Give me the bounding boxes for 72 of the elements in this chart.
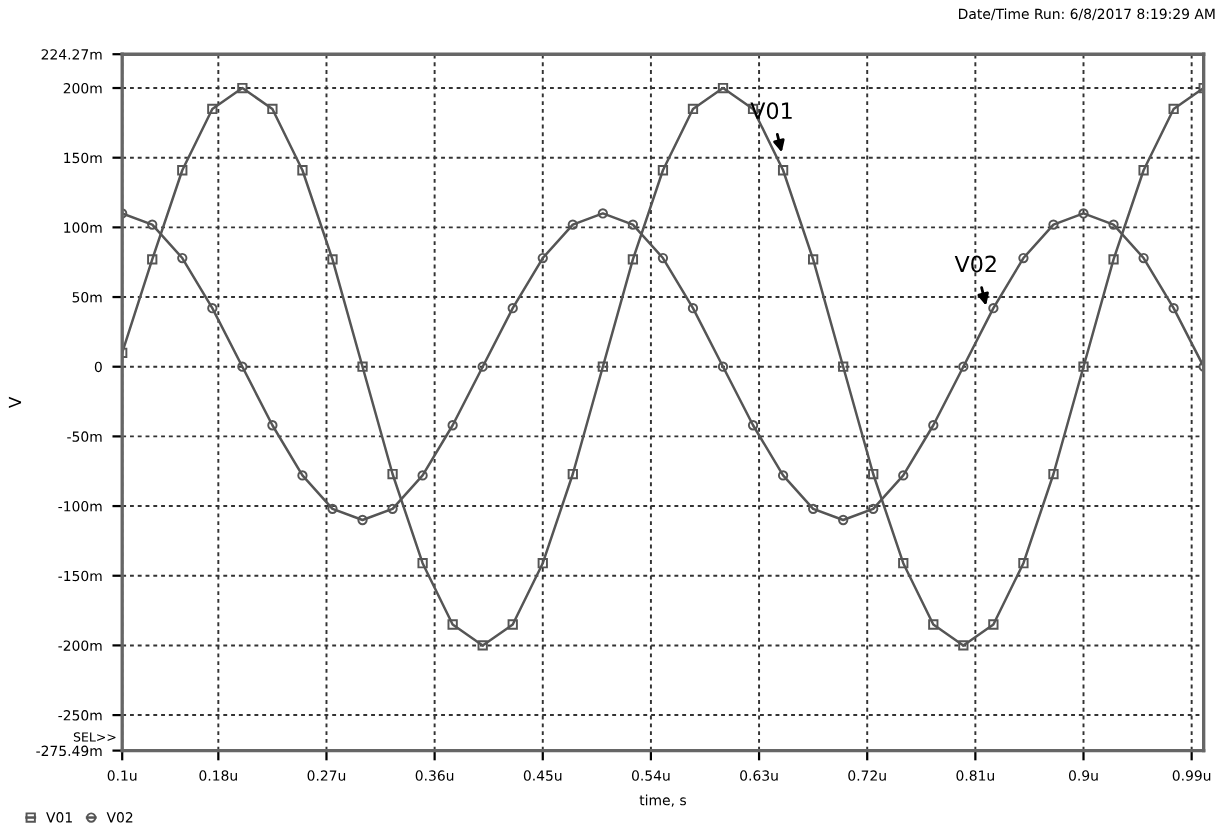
point	[357, 514, 368, 526]
point	[177, 165, 188, 176]
point	[928, 420, 939, 431]
point	[387, 503, 398, 514]
point	[838, 361, 849, 372]
point	[1108, 219, 1119, 230]
point	[147, 219, 158, 230]
point	[297, 470, 308, 481]
point	[838, 514, 849, 526]
point	[808, 254, 819, 265]
point	[1078, 361, 1089, 372]
point	[537, 558, 548, 569]
point	[597, 361, 608, 372]
point	[267, 103, 278, 115]
point	[237, 82, 248, 94]
line-series	[122, 82, 1204, 651]
point	[657, 165, 669, 176]
point	[507, 619, 518, 630]
point	[477, 361, 488, 372]
point	[777, 470, 789, 481]
point	[717, 361, 729, 372]
point	[868, 503, 879, 514]
point	[687, 303, 699, 314]
point	[207, 303, 218, 314]
point	[267, 420, 278, 431]
point	[988, 303, 999, 314]
point	[1018, 558, 1029, 569]
point	[958, 361, 969, 372]
point	[868, 468, 879, 480]
point	[988, 619, 999, 630]
point	[1168, 303, 1179, 314]
point	[777, 165, 789, 176]
point	[898, 558, 909, 569]
point	[1018, 252, 1029, 264]
point	[1078, 208, 1089, 219]
point	[1048, 468, 1059, 480]
point	[808, 503, 819, 514]
point	[447, 619, 458, 630]
point	[327, 254, 338, 265]
point	[1138, 165, 1149, 176]
point	[567, 468, 578, 480]
point	[297, 165, 308, 176]
point	[687, 103, 699, 115]
point	[958, 640, 969, 651]
y-axis-title: V	[8, 396, 22, 408]
point	[717, 82, 729, 94]
point	[357, 361, 368, 372]
point	[177, 252, 188, 264]
point	[417, 558, 428, 569]
point	[507, 303, 518, 314]
point	[928, 619, 939, 630]
point	[1138, 252, 1149, 264]
point	[207, 103, 218, 115]
point	[447, 420, 458, 431]
point	[417, 470, 428, 481]
point	[147, 254, 158, 265]
point	[657, 252, 669, 264]
point	[1048, 219, 1059, 230]
point	[567, 219, 578, 230]
annotation: V02	[954, 255, 996, 273]
point	[387, 468, 398, 480]
point	[627, 254, 639, 265]
point	[537, 252, 548, 264]
point	[477, 640, 488, 651]
point	[1168, 103, 1179, 115]
point	[747, 420, 759, 431]
point	[327, 503, 338, 514]
point	[627, 219, 639, 230]
point	[898, 470, 909, 481]
point	[1108, 254, 1119, 265]
point	[597, 208, 608, 219]
point	[237, 361, 248, 372]
